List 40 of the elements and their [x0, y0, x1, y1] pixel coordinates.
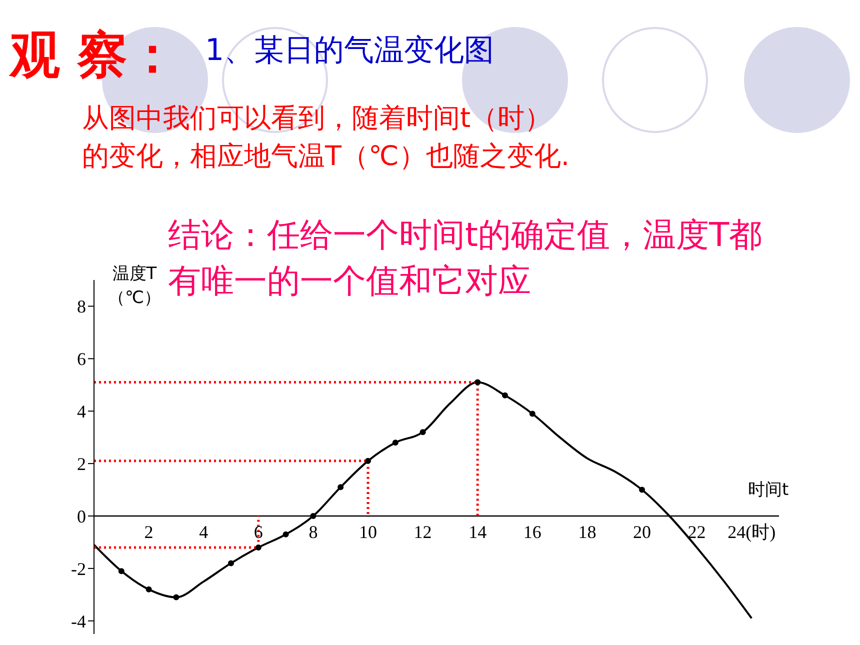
point	[474, 379, 481, 386]
x-tick-label: 10	[359, 522, 377, 542]
point	[529, 410, 536, 417]
point	[502, 392, 508, 398]
chart-title: 观 察：	[10, 25, 178, 86]
chart-subtitle: 1、某日的气温变化图	[205, 32, 494, 70]
point	[338, 484, 344, 490]
x-tick-label: 20	[633, 522, 651, 542]
y-tick-label: 6	[77, 349, 86, 370]
y-tick-label: -2	[71, 558, 86, 579]
text: 从图中我们可以看到，随着时间t（时）的变化，相应地气温T（℃）也随之变化.	[82, 102, 570, 174]
x-tick-label: 6	[254, 522, 263, 542]
y-tick-label: 2	[77, 454, 86, 474]
x-axis-title: 时间t	[748, 479, 789, 501]
y-tick-label: 4	[77, 402, 86, 422]
point	[639, 486, 645, 493]
y-axis-title: 温度T（℃）	[106, 263, 162, 310]
point	[310, 513, 316, 519]
point	[118, 568, 124, 574]
point	[255, 544, 262, 550]
x-tick-label: 8	[308, 522, 318, 542]
y-tick-label: 0	[77, 506, 86, 526]
x-tick-label: 18	[578, 522, 596, 542]
x-tick-label: 14	[468, 522, 487, 542]
point	[392, 440, 398, 446]
annotation: 结论：任给一个时间t的确定值，温度T都有唯一的一个值和它对应	[168, 214, 764, 302]
point	[365, 458, 371, 464]
point	[146, 586, 152, 592]
x-tick-label: 24(时)	[728, 522, 776, 542]
x-tick-label: 2	[144, 522, 154, 542]
y-tick-label: -4	[71, 611, 86, 632]
y-tick-label: 8	[77, 296, 86, 317]
point	[420, 429, 426, 436]
point	[173, 594, 180, 600]
point	[282, 531, 289, 538]
x-tick-label: 16	[523, 522, 542, 542]
point	[228, 560, 234, 566]
x-tick-label: 12	[414, 522, 432, 542]
x-tick-label: 4	[199, 522, 208, 542]
x-tick-label: 22	[688, 522, 706, 542]
